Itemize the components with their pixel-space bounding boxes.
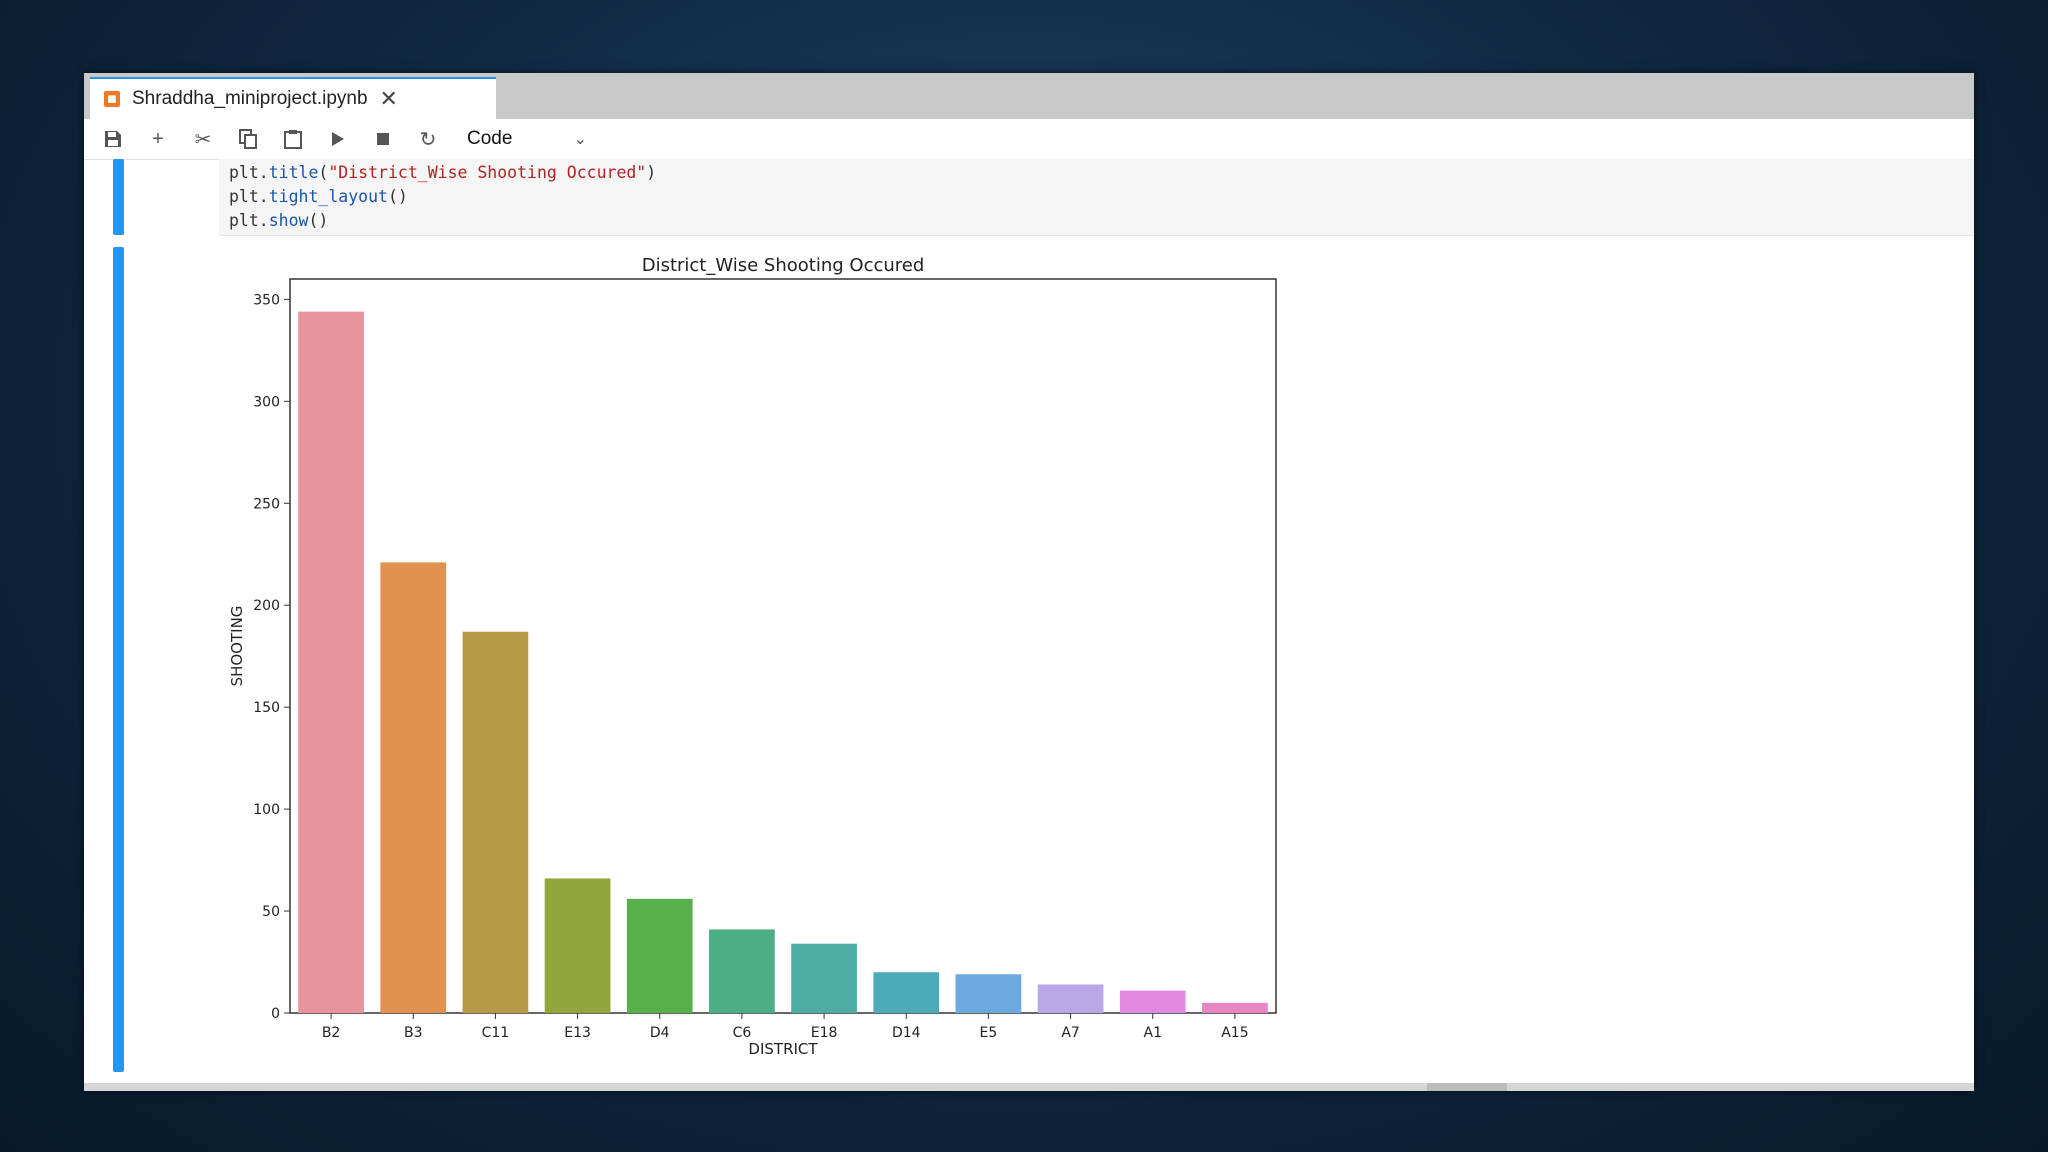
bar-A1 (1119, 990, 1186, 1013)
bar-chart: District_Wise Shooting Occured 0 50 100 150… (228, 255, 1277, 1058)
bar-B3 (380, 562, 447, 1013)
cell-type-select[interactable]: Code ⌄ (467, 128, 587, 150)
bar-E13 (544, 878, 611, 1013)
stop-icon (377, 133, 389, 145)
x-tick-label: A7 (1061, 1025, 1079, 1041)
paste-button[interactable] (278, 124, 308, 154)
scrollbar-thumb[interactable] (1427, 1083, 1507, 1091)
cut-icon: ✂ (194, 128, 212, 151)
x-tick-label: B3 (404, 1025, 423, 1041)
stop-button[interactable] (368, 124, 398, 154)
horizontal-scrollbar[interactable] (84, 1083, 1974, 1091)
bar-B2 (298, 311, 364, 1014)
cut-button[interactable]: ✂ (188, 124, 218, 154)
cell-type-label: Code (467, 128, 513, 149)
tab-notebook[interactable]: ◼ Shraddha_miniproject.ipynb ✕ (90, 77, 496, 119)
bars-group (298, 311, 1268, 1014)
x-axis-label: DISTRICT (748, 1040, 818, 1058)
paste-icon (284, 130, 302, 149)
y-axis-label: SHOOTING (228, 606, 246, 687)
x-tick-label: A15 (1221, 1025, 1248, 1041)
y-tick-label: 50 (262, 904, 280, 920)
x-tick-label: B2 (322, 1025, 341, 1041)
chevron-down-icon: ⌄ (573, 131, 587, 148)
copy-button[interactable] (233, 124, 263, 154)
bar-E18 (791, 943, 857, 1013)
y-tick-label: 350 (253, 292, 280, 308)
y-tick-label: 200 (253, 598, 280, 614)
notebook-window: ◼ Shraddha_miniproject.ipynb ✕ + ✂ ↻ Cod… (84, 73, 1974, 1091)
x-tick-label: E18 (811, 1025, 838, 1041)
close-icon[interactable]: ✕ (379, 86, 398, 111)
bar-A7 (1037, 984, 1104, 1013)
y-tick-label: 300 (253, 394, 280, 410)
bar-E5 (955, 974, 1022, 1013)
x-axis: B2 B3 C11 E13 D4 C6 E18 D14 E5 A7 A1 A15 (322, 1013, 1249, 1041)
bar-D4 (626, 898, 693, 1013)
bar-C6 (709, 929, 775, 1013)
x-tick-label: A1 (1144, 1025, 1162, 1041)
x-tick-label: C11 (482, 1025, 510, 1041)
bar-D14 (873, 972, 940, 1013)
bar-A15 (1202, 1002, 1268, 1013)
add-cell-button[interactable]: + (143, 124, 173, 154)
run-icon (332, 132, 344, 146)
notebook-toolbar: + ✂ ↻ Code ⌄ (84, 119, 1974, 160)
save-icon (105, 131, 121, 147)
plus-icon: + (152, 127, 164, 150)
tab-bar: ◼ Shraddha_miniproject.ipynb ✕ (84, 73, 1974, 119)
cell-output-collapser[interactable] (113, 247, 124, 1072)
y-axis: 0 50 100 150 200 250 300 350 (253, 292, 290, 1022)
y-tick-label: 100 (253, 802, 280, 818)
restart-icon: ↻ (419, 128, 437, 151)
save-button[interactable] (98, 124, 128, 154)
x-tick-label: E5 (980, 1025, 998, 1041)
code-cell-input[interactable]: plt.title("District_Wise Shooting Occure… (219, 159, 1974, 236)
y-tick-label: 250 (253, 496, 280, 512)
x-tick-label: C6 (733, 1025, 752, 1041)
tab-title: Shraddha_miniproject.ipynb (132, 88, 368, 109)
y-tick-label: 150 (253, 700, 280, 716)
run-button[interactable] (323, 124, 353, 154)
chart-title: District_Wise Shooting Occured (642, 255, 925, 276)
x-tick-label: D4 (650, 1025, 670, 1041)
cell-input-collapser[interactable] (113, 159, 124, 235)
y-tick-label: 0 (271, 1006, 280, 1022)
x-tick-label: D14 (892, 1025, 921, 1041)
copy-icon (239, 129, 257, 149)
plot-frame (289, 278, 1277, 1014)
restart-button[interactable]: ↻ (413, 124, 443, 154)
code-editor[interactable]: plt.title("District_Wise Shooting Occure… (229, 163, 657, 230)
x-tick-label: E13 (564, 1025, 591, 1041)
jupyter-icon: ◼ (104, 91, 120, 107)
bar-C11 (462, 631, 529, 1013)
